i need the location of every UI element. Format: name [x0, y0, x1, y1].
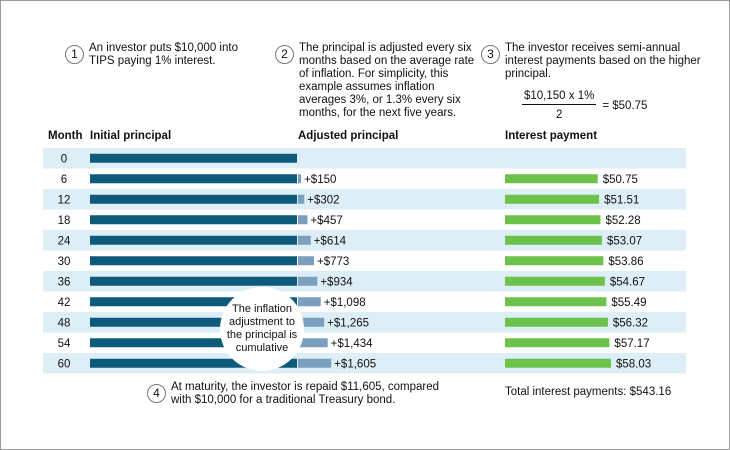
step-number: 4 [147, 384, 166, 403]
total-interest: Total interest payments: $543.16 [505, 386, 672, 398]
row-band [43, 148, 686, 169]
interest-bar [505, 297, 607, 307]
month-label: 30 [58, 256, 71, 268]
month-label: 18 [58, 215, 71, 227]
interest-bar [505, 174, 598, 184]
step-3: 3 The investor receives semi-annual inte… [481, 42, 701, 81]
adjustment-label: +$150 [304, 174, 336, 186]
header-month: Month [48, 130, 83, 142]
initial-principal-bar [90, 215, 297, 225]
adjustment-label: +$1,434 [331, 338, 373, 350]
cumulative-note-text: The inflation adjustment to the principa… [226, 303, 298, 354]
month-label: 60 [58, 358, 71, 370]
formula-fraction: $10,150 x 1% 2 [522, 90, 597, 121]
adjustment-label: +$1,265 [327, 317, 369, 329]
month-label: 42 [58, 297, 71, 309]
row-band [43, 189, 686, 210]
adjustment-bar [298, 358, 332, 368]
initial-principal-bar [90, 194, 297, 204]
step-text: The investor receives semi-annual intere… [505, 42, 701, 80]
adjustment-bar [298, 256, 315, 266]
interest-bar [505, 256, 604, 266]
row-band [43, 312, 686, 333]
initial-principal-bar [90, 174, 297, 184]
header-interest-payment: Interest payment [505, 130, 598, 142]
adjustment-bar [298, 194, 305, 204]
initial-principal-bar [90, 317, 297, 327]
formula-numerator: $10,150 x 1% [522, 90, 597, 105]
month-label: 54 [58, 338, 71, 350]
formula-result: = $50.75 [602, 99, 648, 112]
formula-denominator: 2 [555, 109, 563, 121]
step-number: 3 [481, 45, 500, 64]
interest-label: $55.49 [611, 297, 646, 309]
adjustment-label: +$773 [317, 256, 349, 268]
interest-bar [505, 235, 602, 245]
interest-formula: $10,150 x 1% 2 = $50.75 [522, 90, 647, 121]
initial-principal-bar [90, 358, 297, 368]
adjustment-bar [298, 215, 308, 225]
adjustment-label: +$614 [314, 235, 347, 247]
adjustment-bar [298, 235, 311, 245]
header-adjusted-principal: Adjusted principal [298, 130, 399, 142]
month-label: 6 [61, 174, 67, 186]
adjustment-label: +$302 [307, 194, 339, 206]
interest-bar [505, 215, 601, 225]
interest-label: $58.03 [616, 358, 651, 370]
initial-principal-bar [90, 297, 297, 307]
adjustment-bar [298, 174, 302, 184]
interest-label: $56.32 [613, 317, 648, 329]
step-number: 2 [275, 45, 294, 64]
cumulative-note-bubble: The inflation adjustment to the principa… [220, 287, 304, 371]
adjustment-label: +$1,098 [324, 297, 366, 309]
interest-bar [505, 194, 600, 204]
interest-label: $50.75 [603, 174, 638, 186]
adjustment-bar [298, 317, 325, 327]
row-band [43, 230, 686, 251]
adjustment-bar [298, 338, 328, 348]
month-label: 12 [58, 194, 71, 206]
month-label: 36 [58, 276, 71, 288]
adjustment-label: +$1,605 [334, 358, 376, 370]
interest-bar [505, 358, 611, 368]
adjustment-bar [298, 276, 318, 286]
interest-bar [505, 338, 610, 348]
interest-bar [505, 317, 608, 327]
row-band [43, 353, 686, 374]
initial-principal-bar [90, 338, 297, 348]
initial-principal-bar [90, 256, 297, 266]
row-band [43, 271, 686, 292]
interest-label: $52.28 [605, 215, 640, 227]
step-number: 1 [65, 45, 84, 64]
step-1: 1 An investor puts $10,000 into TIPS pay… [65, 42, 265, 68]
month-label: 0 [61, 153, 67, 165]
interest-label: $54.67 [610, 276, 645, 288]
initial-principal-bar [90, 276, 297, 286]
month-label: 48 [58, 317, 71, 329]
interest-label: $51.51 [604, 194, 639, 206]
step-text: An investor puts $10,000 into TIPS payin… [89, 42, 238, 67]
interest-bar [505, 276, 605, 286]
month-label: 24 [58, 235, 71, 247]
interest-label: $53.86 [608, 256, 643, 268]
interest-label: $53.07 [607, 235, 642, 247]
interest-label: $57.17 [614, 338, 649, 350]
adjustment-bar [298, 297, 321, 307]
step-4: 4 At maturity, the investor is repaid $1… [147, 381, 457, 407]
step-text: At maturity, the investor is repaid $11,… [171, 381, 440, 406]
adjustment-label: +$934 [320, 276, 353, 288]
step-2: 2 The principal is adjusted every six mo… [275, 42, 475, 120]
initial-principal-bar [90, 153, 297, 163]
step-text: The principal is adjusted every six mont… [299, 42, 475, 119]
header-initial-principal: Initial principal [90, 130, 172, 142]
initial-principal-bar [90, 235, 297, 245]
adjustment-label: +$457 [310, 215, 342, 227]
